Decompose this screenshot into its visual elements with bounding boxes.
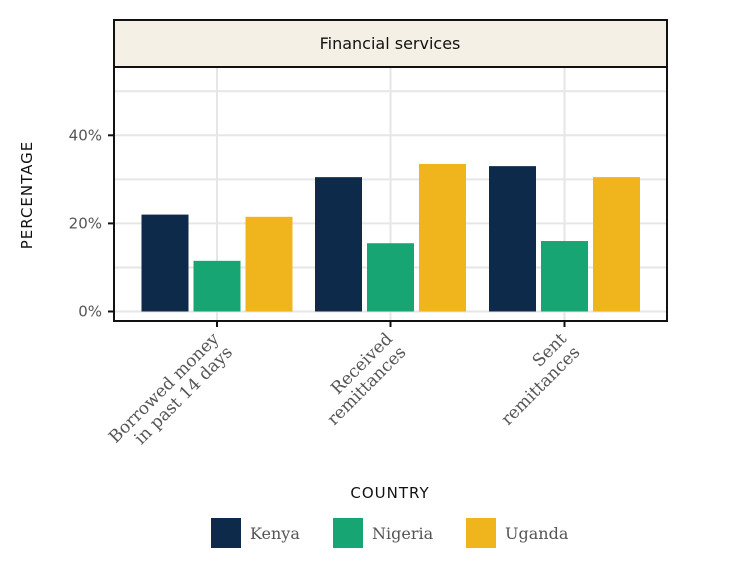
x-axis: Borrowed moneyin past 14 days Receivedrem… <box>105 321 584 461</box>
facet-strip <box>113 19 668 68</box>
bar <box>193 260 241 312</box>
bar <box>367 243 414 312</box>
x-tick-label: Borrowed moneyin past 14 days <box>105 329 237 461</box>
legend-swatch <box>333 518 363 548</box>
legend-swatch <box>466 518 496 548</box>
bars <box>141 163 640 312</box>
y-tick-label: 0% <box>78 303 102 321</box>
legend-label: Nigeria <box>372 524 434 543</box>
x-tick-label: Receivedremittances <box>310 329 410 429</box>
legend-label: Uganda <box>505 524 569 543</box>
bar <box>489 166 536 312</box>
legend: Kenya Nigeria Uganda <box>211 518 569 548</box>
legend-title: COUNTRY <box>350 484 429 502</box>
y-axis-title: PERCENTAGE <box>18 141 36 249</box>
legend-label: Kenya <box>250 524 300 543</box>
y-tick-label: 40% <box>69 126 102 144</box>
facet-title: Financial services <box>320 34 461 53</box>
y-tick-label: 20% <box>69 214 102 232</box>
x-tick-label-line: Borrowed money <box>105 329 223 447</box>
y-axis: 0% 20% 40% <box>69 126 114 321</box>
x-tick-label: Sentremittances <box>484 329 584 429</box>
bar <box>141 214 189 312</box>
legend-swatch <box>211 518 241 548</box>
bar <box>541 241 588 312</box>
bar <box>419 163 466 312</box>
bar <box>245 216 293 312</box>
bar <box>315 177 362 312</box>
bar <box>593 177 640 312</box>
